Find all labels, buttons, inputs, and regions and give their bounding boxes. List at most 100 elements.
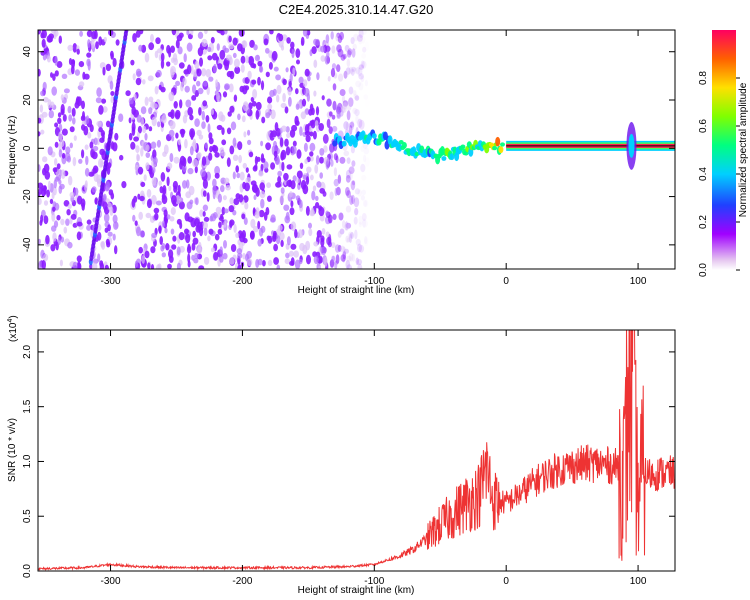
spectrogram-speckle (305, 135, 311, 143)
spectrogram-x-tick-label: 0 (503, 276, 509, 287)
spectrogram-speckle (196, 68, 202, 77)
spectrogram-speckle (161, 114, 167, 124)
spectrogram-speckle (190, 65, 194, 75)
spectrogram-speckle (250, 231, 255, 240)
spectrogram-speckle (358, 37, 363, 45)
spectrogram-speckle (62, 114, 67, 122)
spectrogram-speckle (50, 244, 56, 252)
spectrogram-speckle (49, 198, 54, 205)
spectrogram-speckle (224, 177, 230, 184)
spectrogram-x-axis: -300 -200 -100 0 100 (101, 30, 647, 287)
spectrogram-speckle (60, 218, 65, 226)
spectrogram-speckle (53, 179, 57, 189)
spectrogram-speckle (76, 231, 82, 241)
spectrogram-speckle (331, 114, 336, 120)
spectrogram-speckle (320, 237, 325, 247)
spectrogram-speckle (361, 53, 366, 59)
spectrogram-speckle (267, 103, 273, 110)
spectrogram-speckle (285, 146, 291, 156)
spectrogram-speckle (50, 30, 57, 34)
spectrogram-speckle (148, 126, 153, 132)
spectrogram-speckle (232, 171, 236, 180)
spectrogram-speckle (96, 174, 102, 184)
spectrogram-speckle (326, 98, 332, 107)
spectrogram-speckle (217, 228, 223, 235)
spectrogram-speckle (133, 93, 137, 102)
spectrogram-speckle (355, 67, 361, 75)
spectrogram-speckle (182, 157, 187, 168)
spectrogram-speckle (223, 220, 227, 228)
spectrogram-speckle (74, 101, 80, 109)
spectrogram-speckle (280, 187, 285, 194)
spectrogram-speckle (151, 176, 157, 186)
spectrogram-speckle (197, 221, 203, 231)
spectrogram-speckle (283, 172, 289, 181)
spectrogram-speckle (348, 233, 353, 244)
spectrogram-speckle (128, 132, 133, 141)
spectrogram-speckle (349, 121, 355, 128)
spectrogram-speckle (367, 103, 371, 110)
spectrogram-speckle (260, 140, 264, 147)
spectrogram-speckle (229, 257, 235, 265)
spectrogram-speckle (358, 119, 365, 130)
spectrogram-speckle (105, 238, 110, 246)
spectrogram-speckle (223, 240, 227, 249)
spectrogram-speckle (54, 122, 59, 128)
spectrogram-speckle (319, 172, 324, 179)
spectrogram-speckle (353, 197, 360, 208)
spectrogram-speckle (67, 44, 74, 52)
spectrogram-speckle (343, 121, 349, 130)
spectrogram-speckle (112, 57, 117, 68)
spectrogram-speckle (113, 221, 119, 230)
spectrogram-speckle (191, 95, 197, 101)
spectrogram-speckle (95, 97, 102, 104)
spectrogram-speckle (300, 111, 307, 120)
spectrogram-speckle (170, 207, 176, 216)
spectrogram-speckle (241, 213, 246, 220)
spectrogram-speckle (331, 125, 338, 132)
spectrogram-speckle (42, 156, 48, 163)
spectrogram-speckle (339, 245, 346, 253)
spectrogram-speckle (284, 138, 289, 147)
spectrogram-speckle (345, 222, 352, 229)
spectrogram-speckle (235, 232, 240, 239)
spectrogram-speckle (88, 171, 95, 177)
spectrogram-speckle (346, 190, 351, 199)
spectrogram-speckle (142, 79, 146, 85)
spectrogram-speckle (197, 152, 202, 158)
spectrogram-speckle (237, 113, 241, 121)
spectrogram-speckle (315, 106, 320, 116)
spectrogram-speckle (270, 109, 276, 120)
spectrogram-speckle (280, 102, 287, 109)
spectrogram-speckle (289, 207, 295, 216)
spectrogram-speckle (171, 57, 175, 63)
spectrogram-speckle (202, 211, 206, 217)
spectrogram-speckle (178, 232, 185, 241)
spectrogram-speckle (76, 255, 82, 263)
spectrogram-speckle (78, 61, 85, 68)
spectrogram-speckle (226, 54, 232, 61)
spectrogram-speckle (139, 195, 145, 202)
spectrogram-speckle (354, 188, 360, 195)
spectrogram-x-tick-label: -300 (101, 276, 121, 287)
spectrogram-speckle (275, 228, 281, 238)
spectrogram-speckle (308, 228, 313, 237)
spectrogram-speckle (345, 122, 350, 131)
spectrogram-speckle (338, 109, 344, 117)
spectrogram-speckle (346, 264, 352, 269)
spectrogram-speckle (91, 186, 97, 193)
spectrogram-speckle (358, 64, 364, 70)
spectrogram-speckle (281, 161, 285, 172)
spectrogram-speckle (242, 40, 246, 48)
spectrogram-speckle (57, 236, 61, 245)
spectrogram-ridge-blob (371, 133, 377, 139)
spectrogram-speckle (218, 221, 222, 229)
spectrogram-speckle (150, 246, 156, 254)
spectrogram-speckle (299, 162, 304, 169)
spectrogram-speckle (161, 252, 166, 258)
spectrogram-speckle (92, 167, 97, 174)
spectrogram-speckle (247, 139, 252, 146)
spectrogram-speckle (91, 151, 98, 160)
spectrogram-speckle (140, 147, 144, 157)
spectrogram-speckle (221, 206, 226, 216)
